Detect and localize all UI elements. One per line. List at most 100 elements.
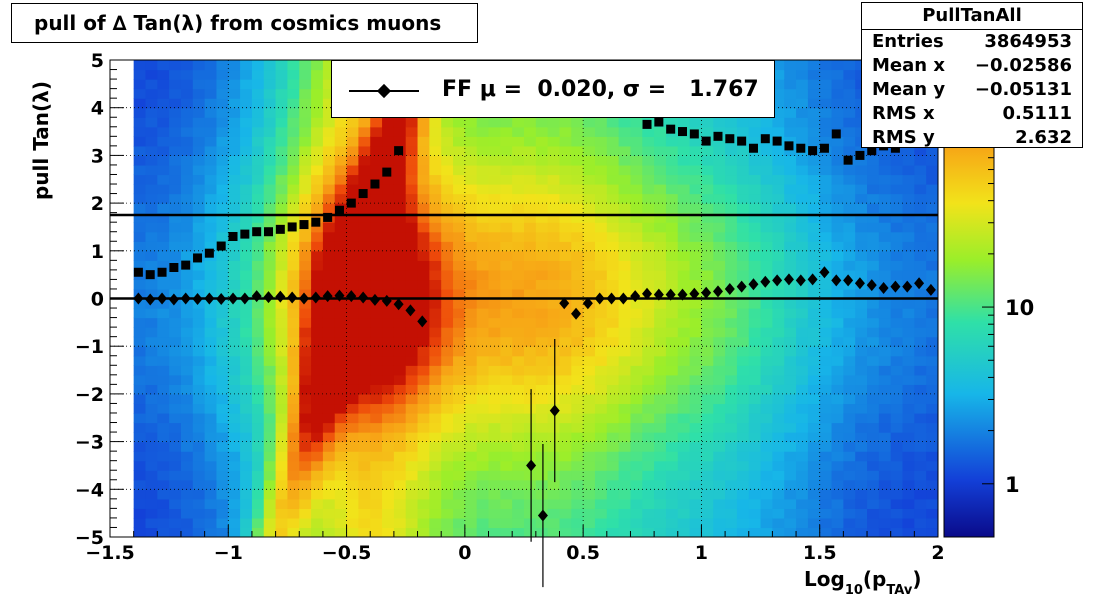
heatmap-cell [512,412,525,424]
heatmap-cell [796,327,809,338]
heatmap-cell [784,403,797,414]
heatmap-cell [725,308,738,319]
heatmap-cell [843,117,856,128]
heatmap-cell [689,317,703,328]
heatmap-cell [453,164,466,176]
heatmap-cell [831,269,844,281]
heatmap-cell [713,241,726,252]
heatmap-cell [251,451,265,462]
heatmap-cell [772,260,785,271]
heatmap-cell [831,298,844,309]
heatmap-cell [228,422,241,433]
heatmap-cell [890,517,904,529]
heatmap-cell [630,241,643,252]
heatmap-cell [204,193,218,204]
heatmap-cell [914,298,927,309]
heatmap-cell [500,460,513,471]
heatmap-cell [784,508,797,519]
heatmap-cell [713,384,726,395]
heatmap-cell [228,184,241,195]
heatmap-cell [926,422,938,433]
heatmap-cell [618,527,632,537]
heatmap-cell [571,288,584,300]
heatmap-cell [240,241,253,252]
heatmap-cell [240,203,253,214]
heatmap-cell [736,412,750,424]
heatmap-cell [547,489,561,500]
heatmap-cell [145,517,158,529]
heatmap-cell [677,155,691,166]
heatmap-cell [180,164,194,176]
heatmap-cell [441,479,454,490]
heatmap-cell [689,155,703,166]
heatmap-cell [642,308,655,319]
heatmap-cell [524,517,537,529]
heatmap-cell [216,451,229,462]
heatmap-cell [606,317,620,328]
heatmap-cell [500,298,513,309]
heatmap-cell [488,527,501,537]
heatmap-cell [334,117,348,128]
heatmap-cell [594,308,608,319]
heatmap-cell [405,517,419,529]
heatmap-cell [441,393,454,405]
heatmap-cell [890,393,904,405]
heatmap-cell [334,441,348,452]
heatmap-cell [180,412,194,424]
heatmap-cell [464,479,478,490]
heatmap-cell [240,260,253,271]
heatmap-cell [429,432,442,443]
heatmap-cell [441,355,454,366]
heatmap-cell [606,193,620,204]
heatmap-cell [843,470,856,481]
heatmap-cell [725,365,738,376]
heatmap-cell [890,422,904,433]
heatmap-cell [311,69,324,80]
heatmap-cell [760,317,773,328]
heatmap-cell [453,451,466,462]
heatmap-cell [819,336,833,347]
heatmap-cell [476,403,490,414]
heatmap-cell [878,269,892,281]
heatmap-cell [228,498,241,509]
heatmap-cell [867,441,880,452]
heatmap-cell [133,107,147,118]
heatmap-cell [796,184,809,195]
heatmap-cell [322,174,336,185]
heatmap-cell [169,432,182,443]
heatmap-cell [287,174,300,185]
heatmap-cell [382,393,395,405]
heatmap-cell [772,460,785,471]
heatmap-cell [772,403,785,414]
heatmap-cell [654,155,667,166]
heatmap-cell [512,126,525,137]
heatmap-cell [819,498,833,509]
heatmap-cell [843,451,856,462]
heatmap-cell [500,222,513,233]
heatmap-cell [618,498,632,509]
heatmap-cell [843,432,856,443]
heatmap-cell [453,393,466,405]
heatmap-cell [169,250,182,261]
heatmap-cell [571,212,584,223]
heatmap-cell [500,393,513,405]
heatmap-cell [228,174,241,185]
heatmap-cell [453,517,466,529]
heatmap-cell [677,279,691,290]
heatmap-cell [855,231,868,242]
heatmap-cell [772,193,785,204]
heatmap-cell [606,432,620,443]
heatmap-cell [464,346,478,357]
heatmap-cell [807,184,821,195]
heatmap-cell [855,193,868,204]
heatmap-cell [192,412,206,424]
heatmap-cell [299,336,312,347]
heatmap-cell [346,489,359,500]
heatmap-cell [405,498,419,509]
heatmap-cell [831,222,844,233]
heatmap-cell [594,288,608,300]
heatmap-cell [547,412,561,424]
heatmap-cell [500,117,513,128]
heatmap-cell [819,527,833,537]
heatmap-cell [524,441,537,452]
